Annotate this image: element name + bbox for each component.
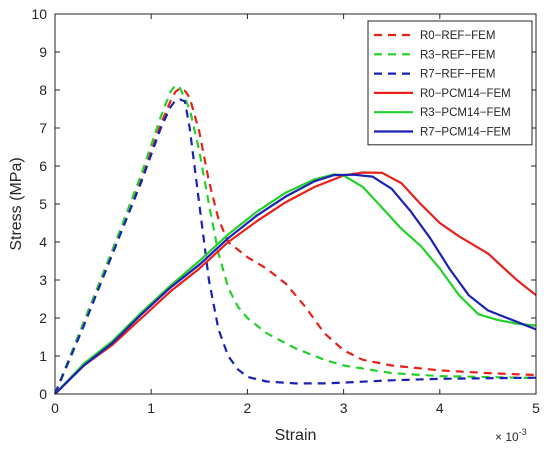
legend-label: R7−PCM14−FEM — [420, 127, 511, 139]
series-line-3 — [53, 98, 537, 395]
x-axis-label: Strain — [275, 427, 317, 444]
x-scale-multiplier: × 10 — [495, 430, 519, 444]
series-line-1 — [53, 87, 537, 395]
legend-label: R0−PCM14−FEM — [420, 88, 511, 100]
y-tick-label: 8 — [39, 82, 47, 98]
y-tick-label: 7 — [39, 120, 47, 136]
x-scale-exponent-label: × 10-3 — [495, 427, 527, 444]
x-tick-label: 2 — [244, 400, 252, 416]
legend-label: R7−REF−FEM — [420, 69, 495, 81]
x-tick-label: 0 — [51, 400, 59, 416]
y-tick-label: 10 — [31, 6, 47, 22]
y-tick-label: 0 — [39, 386, 47, 402]
series-line-2 — [53, 84, 537, 395]
y-tick-label: 3 — [39, 272, 47, 288]
series-line-5 — [54, 173, 537, 395]
y-tick-label: 6 — [39, 158, 47, 174]
y-tick-label: 1 — [39, 348, 47, 364]
ticks: 0 1 2 3 4 5 0 1 2 3 4 5 6 7 8 9 10 — [31, 6, 540, 416]
plot-lines — [53, 84, 537, 395]
y-tick-label: 4 — [39, 234, 47, 250]
y-tick-label: 9 — [39, 44, 47, 60]
series-line-4 — [54, 171, 537, 395]
y-tick-label: 5 — [39, 196, 47, 212]
series-line-6 — [54, 173, 537, 395]
legend-label: R3−REF−FEM — [420, 49, 495, 61]
legend-label: R0−REF−FEM — [420, 30, 495, 42]
x-tick-label: 4 — [436, 400, 444, 416]
y-axis-label: Stress (MPa) — [8, 157, 25, 250]
x-tick-label: 5 — [532, 400, 540, 416]
legend-box — [367, 20, 533, 146]
x-tick-label: 1 — [147, 400, 155, 416]
legend: R0−REF−FEM R3−REF−FEM R7−REF−FEM R0−PCM14−F… — [367, 20, 533, 146]
x-scale-exponent: -3 — [519, 427, 527, 437]
legend-label: R3−PCM14−FEM — [420, 107, 511, 119]
y-tick-label: 2 — [39, 310, 47, 326]
x-tick-label: 3 — [340, 400, 348, 416]
